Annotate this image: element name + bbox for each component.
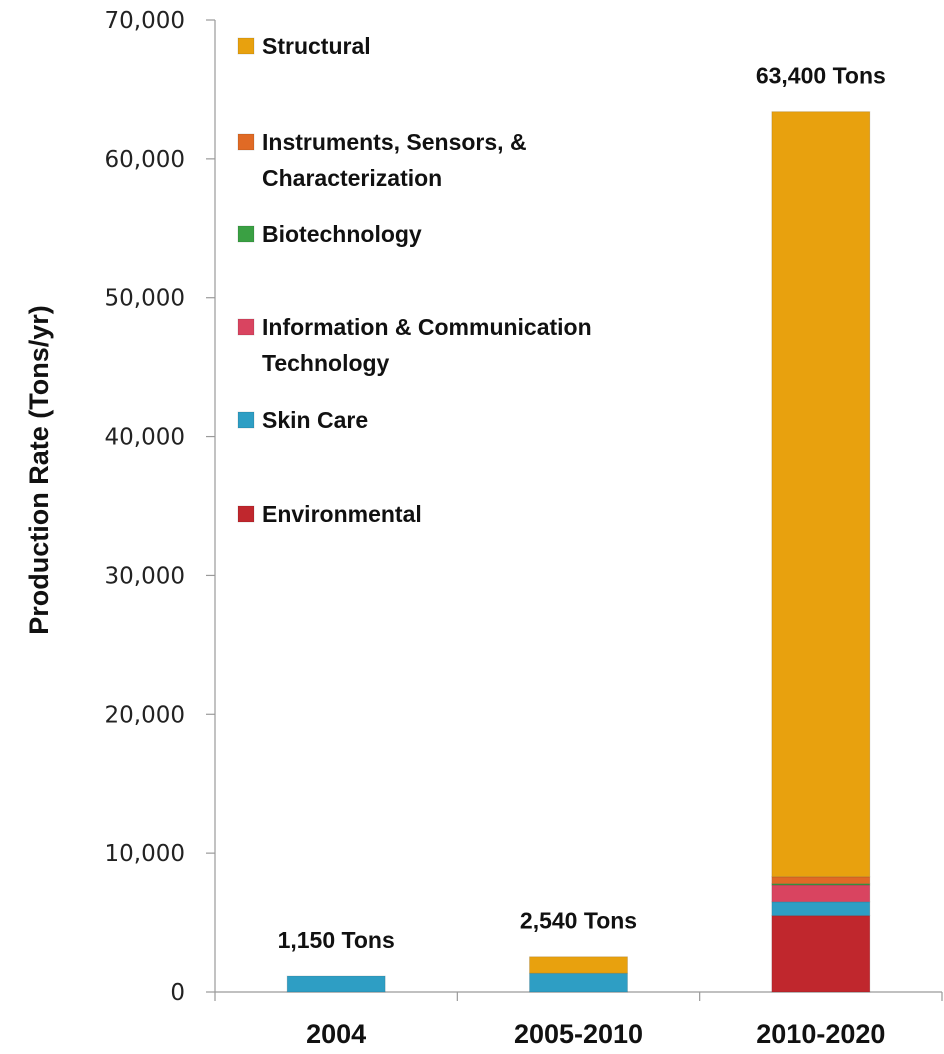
y-axis-label: Production Rate (Tons/yr) bbox=[24, 305, 54, 635]
legend-label: Skin Care bbox=[262, 407, 368, 433]
legend-swatch bbox=[237, 411, 255, 429]
legend-swatch bbox=[237, 37, 255, 55]
y-tick-label: 30,000 bbox=[105, 563, 185, 589]
legend-label: Instruments, Sensors, & bbox=[262, 129, 527, 155]
y-tick-label: 70,000 bbox=[105, 8, 185, 34]
total-label: 1,150 Tons bbox=[278, 927, 395, 953]
total-label: 2,540 Tons bbox=[520, 908, 637, 934]
bar-segment bbox=[529, 972, 628, 993]
legend-label-line2: Technology bbox=[262, 350, 390, 376]
bar-segment bbox=[771, 876, 871, 885]
y-tick-label: 10,000 bbox=[105, 841, 185, 867]
x-tick-label: 2010-2020 bbox=[756, 1019, 885, 1049]
legend-swatch bbox=[237, 318, 255, 336]
y-tick-label: 50,000 bbox=[105, 286, 185, 312]
legend-label: Information & Communication bbox=[262, 314, 592, 340]
legend-label: Biotechnology bbox=[262, 221, 422, 247]
bars bbox=[286, 111, 871, 993]
x-tick-label: 2005-2010 bbox=[514, 1019, 643, 1049]
bar-segment bbox=[529, 956, 628, 974]
legend-label-line2: Characterization bbox=[262, 165, 442, 191]
y-axis: 0 10,000 20,000 30,000 40,000 50,000 60,000 70,… bbox=[105, 8, 216, 1006]
y-tick-label: 40,000 bbox=[105, 425, 185, 451]
legend: Structural Instruments, Sensors, & Charact… bbox=[237, 33, 592, 527]
legend-label: Environmental bbox=[262, 501, 422, 527]
y-tick-label: 20,000 bbox=[105, 702, 185, 728]
bar-segment bbox=[771, 884, 871, 903]
y-tick-label: 60,000 bbox=[105, 147, 185, 173]
x-tick-label: 2004 bbox=[306, 1019, 366, 1049]
y-tick-label: 0 bbox=[170, 980, 185, 1006]
total-labels: 1,150 Tons 2,540 Tons 63,400 Tons bbox=[278, 63, 886, 953]
x-axis: 2004 2005-2010 2010-2020 bbox=[214, 991, 943, 1049]
bar-segment bbox=[286, 975, 386, 993]
legend-swatch bbox=[237, 225, 255, 243]
legend-swatch bbox=[237, 505, 255, 523]
bar-segment bbox=[771, 915, 871, 993]
bar-segment bbox=[771, 111, 871, 878]
legend-swatch bbox=[237, 133, 255, 151]
legend-label: Structural bbox=[262, 33, 371, 59]
total-label: 63,400 Tons bbox=[756, 63, 886, 89]
bar-segment bbox=[771, 901, 871, 917]
